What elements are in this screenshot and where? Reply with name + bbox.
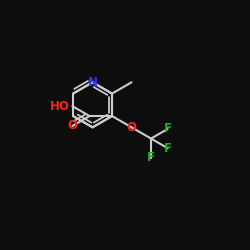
Text: O: O	[68, 120, 78, 132]
Text: N: N	[88, 76, 98, 89]
Text: HO: HO	[50, 100, 70, 113]
Text: F: F	[147, 151, 155, 164]
Text: O: O	[126, 121, 136, 134]
Text: F: F	[164, 122, 172, 136]
Text: F: F	[164, 142, 172, 154]
